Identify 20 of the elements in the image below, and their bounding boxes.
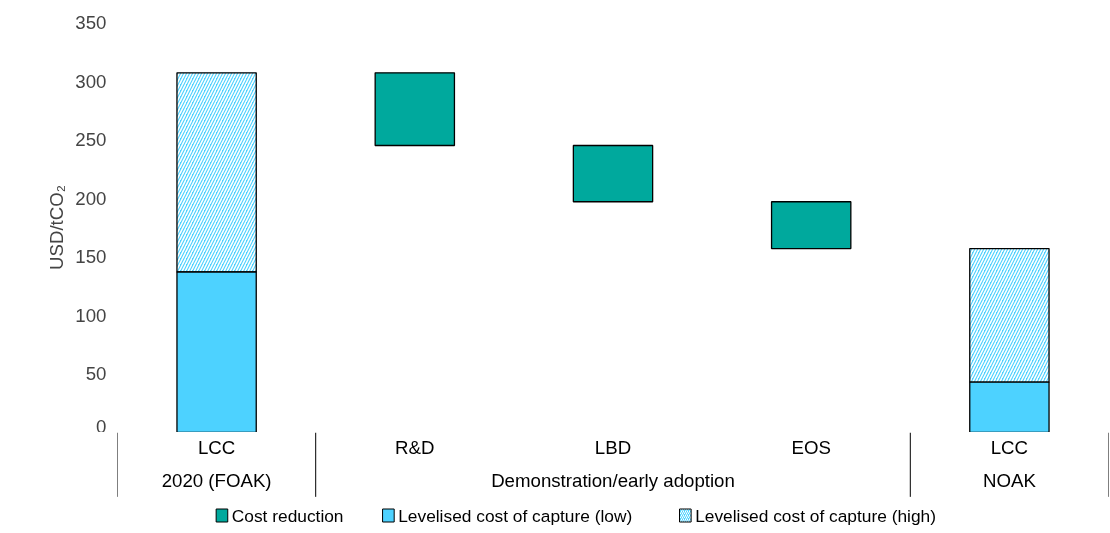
x-tick-label: LBD [594, 436, 632, 458]
text: 2020 (FOAK) [161, 469, 272, 491]
y-tick-label: 100 [75, 304, 107, 326]
legend-label: Levelised cost of capture (high) [695, 505, 936, 526]
legend-label: Cost reduction [231, 505, 344, 526]
y-tick-label: 200 [75, 187, 107, 209]
y-tick-label: 350 [75, 12, 107, 33]
text: Demonstration/early adoption [491, 469, 735, 491]
y-tick-label: 300 [75, 70, 107, 92]
x-tick-label: LCC [990, 436, 1029, 458]
x-tick-label: LCC [197, 436, 236, 458]
y-tick-label: 50 [85, 363, 107, 385]
y-axis-title: USD/tCO₂ [46, 185, 68, 270]
text: NOAK [982, 469, 1037, 491]
y-tick-label: 150 [75, 246, 107, 268]
legend-label: Levelised cost of capture (low) [398, 505, 633, 526]
y-tick-label: 250 [75, 129, 107, 151]
x-tick-label: R&D [395, 436, 435, 458]
x-tick-label: EOS [791, 436, 831, 458]
y-tick-label: 0 [96, 415, 107, 437]
